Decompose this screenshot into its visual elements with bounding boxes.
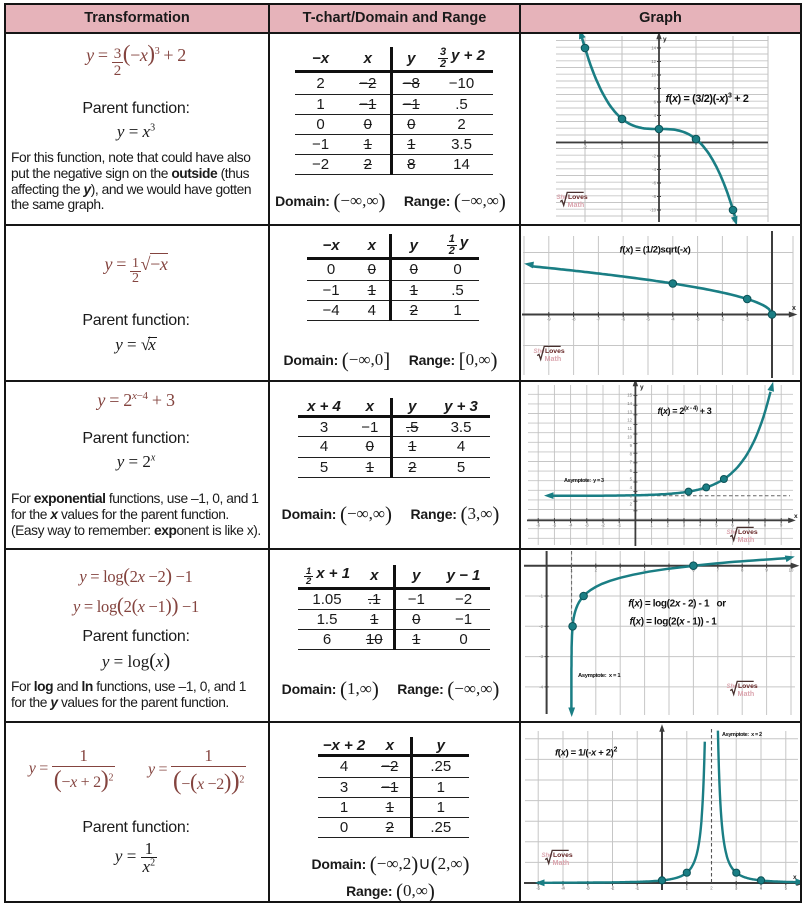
svg-text:12: 12 [651,59,656,64]
svg-text:1: 1 [686,886,689,891]
svg-text:She: She [534,349,546,355]
svg-text:2: 2 [630,502,633,507]
svg-text:-1: -1 [539,594,543,599]
svg-text:Math: Math [738,689,755,698]
svg-text:-8: -8 [652,194,656,199]
svg-text:13: 13 [627,409,632,414]
svg-text:2: 2 [595,568,598,573]
svg-text:4: 4 [630,485,633,490]
svg-text:8: 8 [654,86,657,91]
svg-text:-4: -4 [652,167,656,172]
svg-text:-4: -4 [671,317,675,322]
svg-text:5: 5 [668,568,671,573]
svg-text:14: 14 [651,46,656,51]
svg-text:Math: Math [545,354,562,363]
svg-text:Loves: Loves [545,348,565,355]
svg-text:1: 1 [650,523,653,528]
svg-text:4: 4 [760,886,763,891]
svg-text:Loves: Loves [738,529,758,536]
svg-text:9: 9 [630,443,633,448]
svg-text:6: 6 [731,523,734,528]
svg-text:3: 3 [630,493,633,498]
svg-text:-10: -10 [650,208,657,213]
svg-text:2: 2 [667,523,670,528]
svg-text:8: 8 [764,523,767,528]
svg-text:-4: -4 [539,684,543,689]
svg-text:10: 10 [789,568,794,573]
svg-text:-1: -1 [620,145,624,150]
svg-text:11: 11 [628,426,633,431]
svg-text:8: 8 [630,451,633,456]
svg-text:She: She [557,195,569,201]
svg-text:-5: -5 [646,317,650,322]
svg-text:-1: -1 [745,317,749,322]
svg-text:1: 1 [695,145,698,150]
svg-text:-5: -5 [552,523,556,528]
svg-text:-2: -2 [611,886,615,891]
svg-text:-6: -6 [536,523,540,528]
svg-text:4: 4 [654,113,657,118]
svg-text:She: She [727,684,739,690]
svg-text:14: 14 [627,401,632,406]
svg-text:-9: -9 [547,317,551,322]
svg-text:Loves: Loves [738,683,758,690]
svg-text:Math: Math [738,535,755,544]
svg-text:-3: -3 [539,654,543,659]
svg-text:3: 3 [735,886,738,891]
svg-text:7: 7 [717,568,720,573]
svg-text:Loves: Loves [553,852,573,859]
svg-text:y: y [640,384,644,391]
svg-text:-2: -2 [583,145,587,150]
svg-text:Math: Math [553,858,570,867]
svg-text:-2: -2 [539,624,543,629]
svg-text:8: 8 [741,568,744,573]
svg-text:She: She [542,853,554,859]
svg-text:Math: Math [568,200,585,209]
svg-text:9: 9 [765,568,768,573]
svg-text:x: x [793,874,797,881]
svg-text:-2: -2 [601,523,605,528]
svg-text:-4: -4 [561,886,565,891]
svg-text:12: 12 [627,418,632,423]
svg-text:9: 9 [780,523,783,528]
svg-text:15: 15 [627,393,632,398]
svg-text:7: 7 [630,460,633,465]
svg-text:-2: -2 [652,154,656,159]
svg-text:y: y [663,36,667,43]
svg-text:She: She [727,530,739,536]
svg-text:-6: -6 [652,181,656,186]
svg-text:Loves: Loves [568,194,588,201]
svg-text:6: 6 [630,468,633,473]
svg-text:-6: -6 [621,317,625,322]
svg-text:3: 3 [619,568,622,573]
svg-text:-7: -7 [596,317,600,322]
svg-text:4: 4 [643,568,646,573]
svg-text:4: 4 [699,523,702,528]
svg-text:6: 6 [654,100,657,105]
svg-text:x: x [792,305,796,312]
svg-text:3: 3 [683,523,686,528]
svg-text:7: 7 [748,523,751,528]
svg-text:5: 5 [785,886,788,891]
svg-text:-3: -3 [586,886,590,891]
svg-text:-4: -4 [569,523,573,528]
svg-text:6: 6 [692,568,695,573]
svg-text:2: 2 [710,886,713,891]
svg-text:5: 5 [715,523,718,528]
svg-text:-3: -3 [585,523,589,528]
svg-text:-1: -1 [617,523,621,528]
svg-text:2: 2 [732,145,735,150]
svg-text:10: 10 [651,73,656,78]
svg-text:-3: -3 [696,317,700,322]
svg-text:-1: -1 [635,886,639,891]
svg-text:-2: -2 [720,317,724,322]
svg-text:-5: -5 [536,886,540,891]
svg-text:x: x [794,513,798,520]
svg-text:5: 5 [630,477,633,482]
svg-text:-8: -8 [572,317,576,322]
svg-text:10: 10 [627,435,632,440]
